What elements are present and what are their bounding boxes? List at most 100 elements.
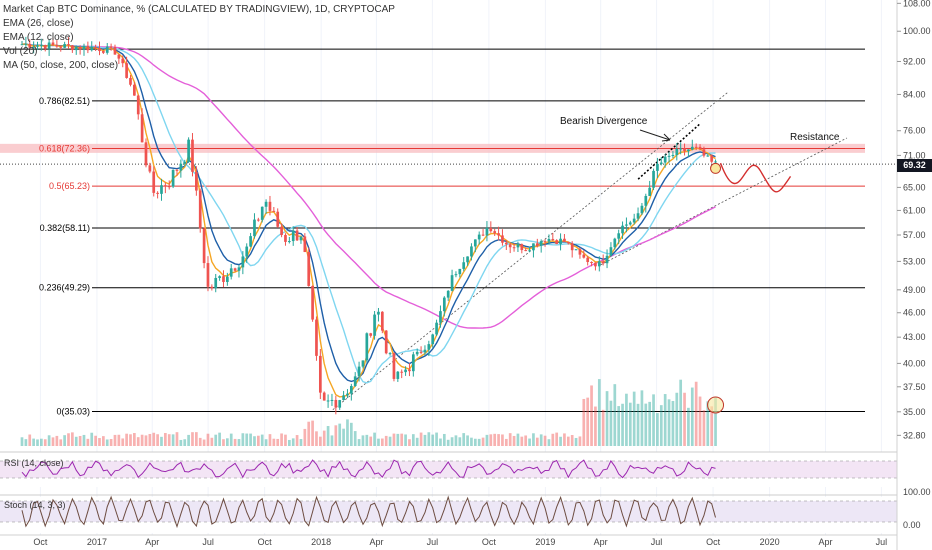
volume-bar xyxy=(303,428,307,446)
candle-body xyxy=(679,148,683,150)
volume-bar xyxy=(516,433,520,446)
candle-body xyxy=(322,392,326,401)
candle-body xyxy=(36,45,39,47)
candle-body xyxy=(40,45,43,47)
candle-body xyxy=(566,241,570,244)
volume-bar xyxy=(648,401,652,446)
indicator-ma-label[interactable]: MA (50, close, 200, close) xyxy=(3,60,119,71)
chart-title: Market Cap BTC Dominance, % (CALCULATED … xyxy=(3,4,395,15)
volume-bar xyxy=(547,439,551,446)
candle-body xyxy=(346,393,349,396)
candle-body xyxy=(547,238,551,242)
candle-body xyxy=(361,360,365,367)
candle-body xyxy=(51,42,55,46)
volume-bar xyxy=(361,435,365,446)
candle-body xyxy=(675,148,679,156)
candle-body xyxy=(303,236,307,253)
candle-body xyxy=(20,44,24,46)
candle-body xyxy=(497,233,500,236)
volume-bar xyxy=(156,434,159,446)
candle-body xyxy=(535,243,539,246)
candle-body xyxy=(152,171,156,193)
volume-bar xyxy=(485,434,489,446)
candle-body xyxy=(466,256,469,263)
volume-bar xyxy=(489,434,493,446)
volume-bar xyxy=(59,439,63,446)
candle-body xyxy=(287,241,291,243)
volume-bar xyxy=(28,434,32,446)
volume-bar xyxy=(605,391,609,446)
candle-body xyxy=(272,210,276,212)
candles xyxy=(20,36,717,415)
volume-bar xyxy=(346,419,349,446)
ma50-line xyxy=(21,43,716,384)
candle-body xyxy=(59,46,63,48)
indicator-volume-label[interactable]: Vol (20) xyxy=(3,46,38,57)
volume-bar xyxy=(55,435,59,446)
moving-averages xyxy=(21,43,716,398)
volume-bar xyxy=(702,410,706,446)
volume-bar xyxy=(415,437,419,446)
candle-body xyxy=(74,46,78,51)
volume-bar xyxy=(454,435,458,446)
volume-bar xyxy=(353,431,357,446)
volume-bar xyxy=(617,406,621,446)
volume-bar xyxy=(458,437,462,446)
indicator-ema26-label[interactable]: EMA (26, close) xyxy=(3,18,74,29)
osc-tick-label: 100.00 xyxy=(903,487,931,497)
candle-body xyxy=(501,235,504,243)
time-tick-label: 2018 xyxy=(311,537,331,547)
volume-bar xyxy=(373,432,376,446)
volume-bar xyxy=(551,433,555,446)
stoch-label[interactable]: Stoch (14, 3, 3) xyxy=(4,500,66,510)
volume-bar xyxy=(140,434,144,446)
volume-bar xyxy=(570,435,574,446)
volume-bar xyxy=(357,439,361,446)
volume-bar xyxy=(63,435,66,446)
candle-body xyxy=(427,344,431,350)
rsi-label[interactable]: RSI (14, close) xyxy=(4,458,64,468)
volume-bar xyxy=(148,433,152,446)
volume-bar xyxy=(43,439,47,446)
candle-body xyxy=(315,319,318,356)
candle-body xyxy=(365,333,369,361)
fib-label: 0.382(58.11) xyxy=(40,223,90,233)
candle-body xyxy=(439,311,442,323)
volume-bar xyxy=(450,437,454,446)
time-tick-label: Oct xyxy=(706,537,721,547)
candle-body xyxy=(504,242,508,245)
candle-body xyxy=(140,114,144,143)
last-price-badge: 69.32 xyxy=(897,159,932,172)
candle-body xyxy=(311,285,314,320)
volume-bar xyxy=(625,393,628,446)
volume-bar xyxy=(555,432,559,446)
indicator-ema12-label[interactable]: EMA (12, close) xyxy=(3,32,74,43)
price-tick-label: 57.00 xyxy=(903,230,926,240)
fib-label: 0(35.03) xyxy=(56,406,90,416)
candle-body xyxy=(164,185,167,187)
volume-bar xyxy=(256,435,260,446)
candle-body xyxy=(392,353,396,379)
grid-layer xyxy=(39,0,882,535)
volume-bar xyxy=(287,439,291,446)
volume-bar xyxy=(90,432,94,446)
candle-body xyxy=(423,349,427,353)
candle-body xyxy=(167,186,171,188)
volume-bar xyxy=(710,406,714,446)
candle-body xyxy=(280,226,283,235)
candle-body xyxy=(94,47,97,49)
support-trendline-2 xyxy=(600,137,848,266)
candle-body xyxy=(67,44,70,46)
candle-body xyxy=(698,146,702,150)
candle-body xyxy=(295,230,299,241)
volume-bar xyxy=(594,406,597,446)
volume-bar xyxy=(222,439,225,446)
price-tick-label: 100.00 xyxy=(903,26,931,36)
time-tick-label: Oct xyxy=(258,537,273,547)
volume-bar xyxy=(249,433,252,446)
volume-bar xyxy=(535,437,539,446)
candle-body xyxy=(98,47,101,52)
volume-bar xyxy=(160,436,163,446)
volume-bar xyxy=(427,432,431,446)
volume-bar xyxy=(640,390,644,446)
